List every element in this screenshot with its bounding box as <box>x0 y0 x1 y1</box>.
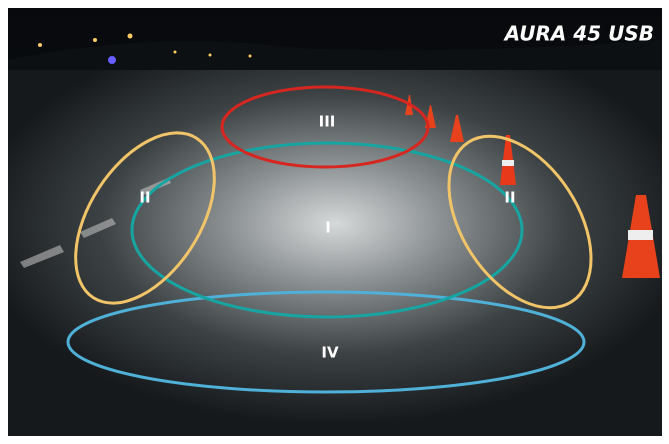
blue-light <box>108 56 116 64</box>
scene <box>8 8 662 436</box>
page: III II I II IV AURA 45 USB (() => { cons… <box>0 0 669 444</box>
photo: III II I II IV AURA 45 USB <box>0 0 669 444</box>
zone-label: II <box>504 189 515 207</box>
zone-label: II <box>139 189 150 207</box>
zone-label: III <box>319 113 336 131</box>
title: AURA 45 USB <box>503 22 654 46</box>
zone-label: IV <box>321 344 339 362</box>
zone-label: I <box>325 219 331 237</box>
